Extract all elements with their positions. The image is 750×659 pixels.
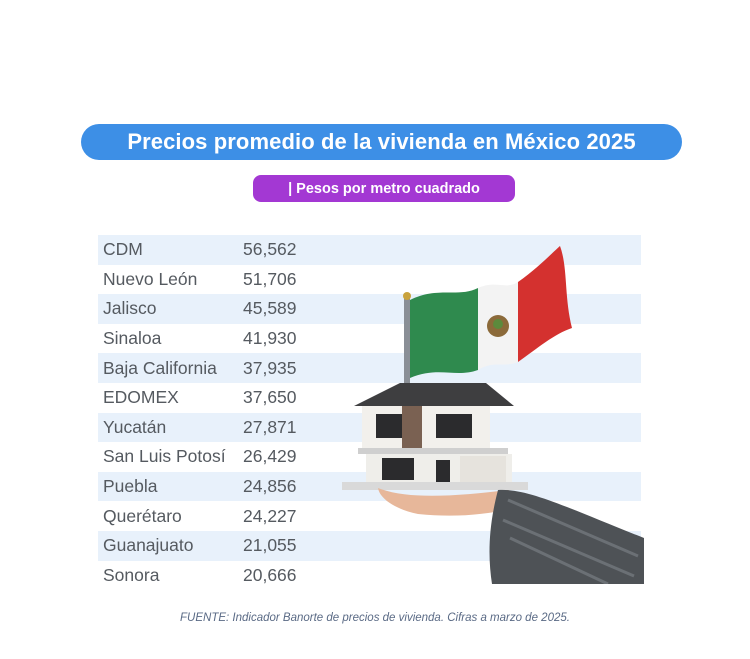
table-row: Baja California 37,935 bbox=[98, 353, 641, 383]
price-value: 37,935 bbox=[243, 357, 297, 378]
mexico-flag-icon bbox=[403, 246, 572, 406]
page-title: Precios promedio de la vivienda en Méxic… bbox=[81, 124, 682, 160]
state-name: Nuevo León bbox=[103, 268, 198, 289]
price-value: 37,650 bbox=[243, 387, 297, 408]
house-icon bbox=[342, 383, 528, 490]
house-illustration bbox=[342, 246, 644, 584]
table-row: EDOMEX 37,650 bbox=[98, 383, 641, 413]
page-subtitle: | Pesos por metro cuadrado bbox=[253, 175, 515, 202]
state-name: San Luis Potosí bbox=[103, 446, 226, 467]
source-note: FUENTE: Indicador Banorte de precios de … bbox=[180, 612, 570, 624]
price-value: 24,856 bbox=[243, 476, 297, 497]
price-value: 56,562 bbox=[243, 239, 297, 260]
price-value: 51,706 bbox=[243, 268, 297, 289]
price-value: 24,227 bbox=[243, 505, 297, 526]
state-name: Yucatán bbox=[103, 416, 167, 437]
price-value: 20,666 bbox=[243, 564, 297, 585]
table-row: CDM 56,562 bbox=[98, 235, 641, 265]
state-name: Sonora bbox=[103, 564, 160, 585]
state-name: Querétaro bbox=[103, 505, 182, 526]
table-row: Nuevo León 51,706 bbox=[98, 265, 641, 295]
price-value: 45,589 bbox=[243, 298, 297, 319]
state-name: Puebla bbox=[103, 476, 158, 497]
state-name: Jalisco bbox=[103, 298, 157, 319]
state-name: Sinaloa bbox=[103, 328, 162, 349]
state-name: CDM bbox=[103, 239, 143, 260]
price-value: 27,871 bbox=[243, 416, 297, 437]
state-name: Guanajuato bbox=[103, 535, 194, 556]
state-name: EDOMEX bbox=[103, 387, 179, 408]
price-value: 41,930 bbox=[243, 328, 297, 349]
table-row: Querétaro 24,227 bbox=[98, 501, 641, 531]
table-row: San Luis Potosí 26,429 bbox=[98, 442, 641, 472]
hand-icon bbox=[378, 488, 644, 584]
table-row: Sinaloa 41,930 bbox=[98, 324, 641, 354]
price-value: 26,429 bbox=[243, 446, 297, 467]
state-name: Baja California bbox=[103, 357, 217, 378]
table-row: Sonora 20,666 bbox=[98, 561, 641, 591]
price-value: 21,055 bbox=[243, 535, 297, 556]
